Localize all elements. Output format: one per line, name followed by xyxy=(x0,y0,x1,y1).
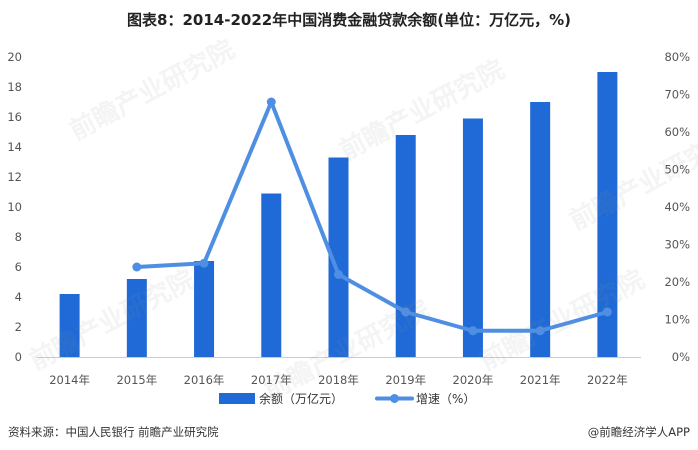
point-growth xyxy=(535,326,545,336)
y-right-tick-label: 10% xyxy=(664,313,690,327)
y-right-tick-label: 50% xyxy=(664,163,690,177)
bar-balance xyxy=(126,279,147,357)
x-tick-label: 2014年 xyxy=(49,373,90,387)
x-tick-label: 2021年 xyxy=(520,373,561,387)
y-left-tick-label: 16 xyxy=(7,110,22,124)
y-left-tick-label: 8 xyxy=(15,230,22,244)
y-right-tick-label: 80% xyxy=(664,50,690,64)
bar-balance xyxy=(395,135,416,357)
bar-balance xyxy=(597,72,618,357)
chart-title: 图表8：2014-2022年中国消费金融贷款余额(单位：万亿元，%) xyxy=(127,11,571,29)
bar-balance xyxy=(530,102,551,357)
y-right-tick-label: 20% xyxy=(664,275,690,289)
y-right-tick-label: 70% xyxy=(664,88,690,102)
y-right-tick-label: 60% xyxy=(664,125,690,139)
point-growth xyxy=(199,258,209,268)
bar-balance xyxy=(462,118,483,357)
bar-balance xyxy=(59,294,80,357)
y-left-tick-label: 6 xyxy=(15,260,22,274)
y-left-tick-label: 4 xyxy=(15,290,22,304)
x-tick-label: 2016年 xyxy=(184,373,225,387)
legend-label-growth: 增速（%） xyxy=(416,392,475,406)
x-tick-label: 2015年 xyxy=(116,373,157,387)
legend-swatch-growth-marker xyxy=(390,394,399,403)
line-growth xyxy=(134,100,610,333)
point-growth xyxy=(266,97,276,107)
y-right-tick-label: 0% xyxy=(672,350,690,364)
x-tick-label: 2018年 xyxy=(318,373,359,387)
legend-swatch-balance xyxy=(219,393,255,404)
bar-balance xyxy=(194,261,215,357)
y-right-tick-label: 40% xyxy=(664,200,690,214)
y-left-tick-label: 20 xyxy=(7,50,22,64)
y-left-tick-label: 0 xyxy=(15,350,22,364)
point-growth xyxy=(401,307,411,317)
y-left-tick-label: 14 xyxy=(7,140,22,154)
y-right-tick-label: 30% xyxy=(664,238,690,252)
point-growth xyxy=(602,307,612,317)
bar-balance xyxy=(328,157,349,357)
x-tick-label: 2020年 xyxy=(453,373,494,387)
y-left-tick-label: 12 xyxy=(7,170,22,184)
y-left-tick-label: 10 xyxy=(7,200,22,214)
y-left-tick-label: 2 xyxy=(15,320,22,334)
point-growth xyxy=(334,270,343,279)
x-tick-label: 2017年 xyxy=(251,373,292,387)
source-note: 资料来源：中国人民银行 前瞻产业研究院 xyxy=(8,425,219,439)
y-left-tick-label: 18 xyxy=(7,80,22,94)
point-growth xyxy=(132,262,142,272)
legend-label-balance: 余额（万亿元） xyxy=(259,391,343,406)
bar-balance xyxy=(261,193,282,357)
x-tick-label: 2019年 xyxy=(385,373,426,387)
x-tick-label: 2022年 xyxy=(587,373,628,387)
brand-credit: @前瞻经济学人APP xyxy=(587,425,690,439)
point-growth xyxy=(468,326,478,336)
